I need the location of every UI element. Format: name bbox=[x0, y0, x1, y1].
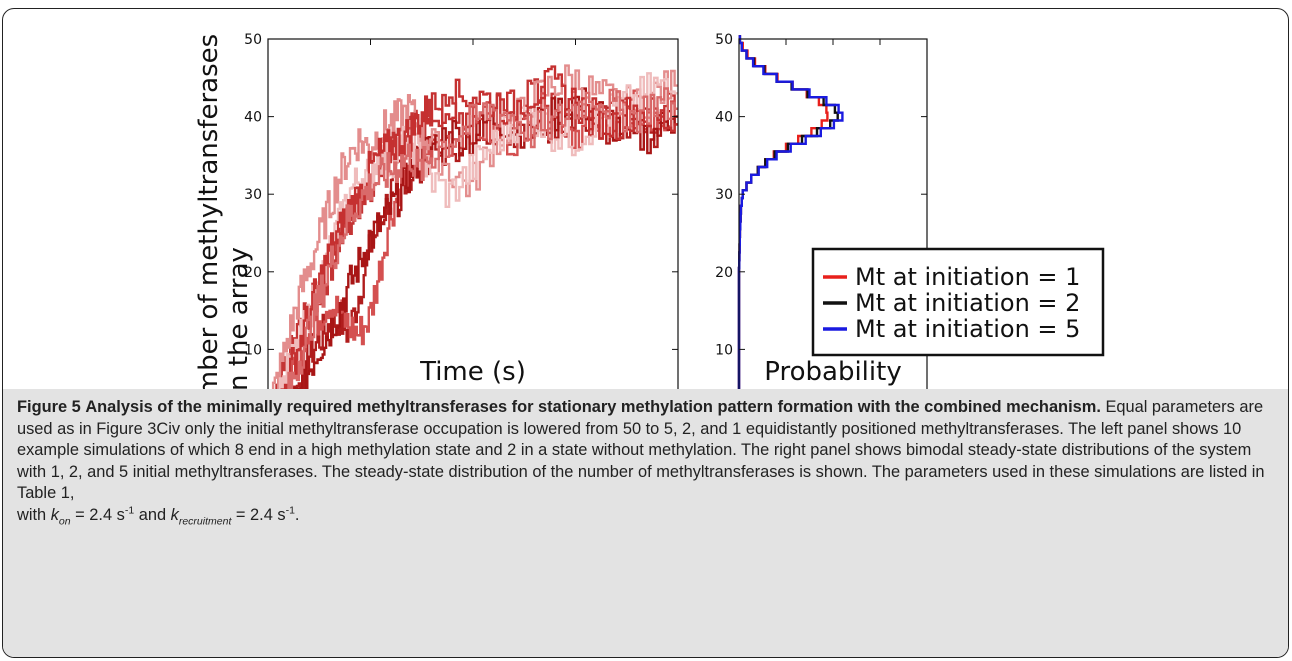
caption-sup2: -1 bbox=[285, 504, 295, 517]
legend-label-3: Mt at initiation = 5 bbox=[855, 315, 1080, 343]
figure-frame: 05010015020001020304050 Time (s) Number … bbox=[2, 8, 1289, 658]
legend-label-2: Mt at initiation = 2 bbox=[855, 289, 1080, 317]
right-y-tick-label: 50 bbox=[715, 32, 733, 48]
left-y-tick-label: 10 bbox=[244, 342, 262, 358]
caption-k-on: kon bbox=[50, 505, 71, 527]
left-y-tick-label: 50 bbox=[244, 32, 262, 48]
left-y-axis-label-line1: Number of methyltransferases bbox=[194, 34, 224, 389]
caption-end: . bbox=[294, 505, 300, 524]
right-panel: 0.000.050.100.150.2001020304050 Probabil… bbox=[715, 32, 928, 389]
left-y-tick-label: 40 bbox=[244, 110, 262, 126]
legend-box bbox=[811, 247, 1105, 357]
right-y-tick-label: 30 bbox=[715, 187, 733, 203]
simulation-trace-8 bbox=[287, 87, 678, 389]
legend-label-1: Mt at initiation = 1 bbox=[855, 263, 1080, 291]
left-series-group bbox=[271, 64, 678, 389]
caption-title: Analysis of the minimally required methy… bbox=[85, 398, 1101, 416]
left-x-axis-label: Time (s) bbox=[419, 357, 526, 387]
right-y-tick-label: 20 bbox=[715, 265, 733, 281]
left-ticks-group: 05010015020001020304050 bbox=[244, 32, 679, 358]
caption-figure-label: Figure 5 bbox=[17, 398, 81, 416]
left-y-axis-label-line2: on the array bbox=[224, 247, 254, 389]
figure-caption: Figure 5 Analysis of the minimally requi… bbox=[17, 397, 1275, 526]
figure-graphic: 05010015020001020304050 Time (s) Number … bbox=[194, 32, 1105, 389]
caption-k-symbol-1: k bbox=[50, 505, 59, 524]
simulation-trace-5 bbox=[271, 64, 678, 389]
caption-sub-on: on bbox=[58, 514, 71, 527]
caption-area: Figure 5 Analysis of the minimally requi… bbox=[3, 389, 1288, 657]
caption-k-symbol-2: k bbox=[170, 505, 179, 524]
left-panel: 05010015020001020304050 Time (s) Number … bbox=[194, 32, 679, 389]
right-y-tick-label: 10 bbox=[715, 342, 733, 358]
caption-tail-with: with bbox=[17, 505, 47, 524]
caption-eq2: = 2.4 s bbox=[231, 505, 286, 524]
caption-sup1: -1 bbox=[124, 504, 135, 517]
right-x-axis-label: Probability bbox=[764, 357, 901, 387]
caption-and: and bbox=[134, 505, 171, 524]
caption-body: Equal parameters are used as in Figure 3… bbox=[17, 398, 1265, 502]
caption-sub-recruitment: recruitment bbox=[178, 514, 232, 527]
caption-eq1: = 2.4 s bbox=[70, 505, 125, 524]
left-y-tick-label: 30 bbox=[244, 187, 262, 203]
left-y-tick-label: 20 bbox=[244, 265, 262, 281]
right-ticks-group: 0.000.050.100.150.2001020304050 bbox=[715, 32, 928, 358]
legend: Mt at initiation = 1 Mt at initiation = … bbox=[811, 247, 1105, 357]
caption-k-rec: krecruitment bbox=[170, 505, 232, 527]
right-y-tick-label: 40 bbox=[715, 110, 733, 126]
